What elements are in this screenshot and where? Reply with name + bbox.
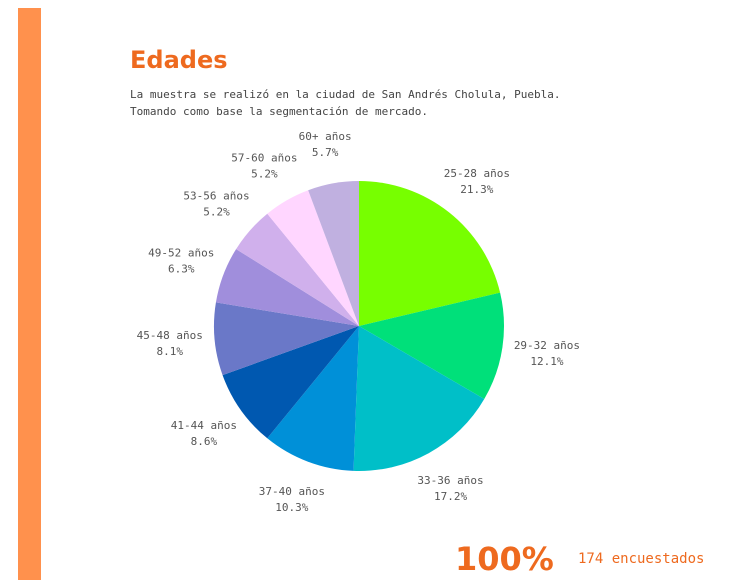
- slice-value: 21.3%: [460, 183, 493, 196]
- pie-slice: [222, 326, 359, 439]
- slice-value: 5.2%: [203, 206, 230, 219]
- slice-value: 6.3%: [168, 263, 195, 276]
- slice-value: 5.2%: [251, 168, 278, 181]
- pie-slice: [308, 181, 359, 326]
- footnote: 174 encuestados: [578, 551, 704, 567]
- pie-slice: [215, 249, 359, 326]
- slice-label: 37-40 años: [259, 485, 325, 498]
- slice-label: 41-44 años: [171, 419, 237, 432]
- pie-slice: [353, 326, 485, 471]
- subtitle: Tomando como base la segmentación de mer…: [130, 105, 428, 118]
- slice-label: 45-48 años: [137, 329, 203, 342]
- slice-value: 17.2%: [434, 490, 467, 503]
- slice-label: 29-32 años: [514, 339, 580, 352]
- pie-slice: [236, 213, 359, 326]
- pie-slice: [213, 302, 359, 376]
- slice-value: 5.7%: [312, 146, 339, 159]
- pie-slice: [267, 190, 359, 326]
- side-strip: [18, 8, 41, 580]
- slice-label: 33-36 años: [417, 474, 483, 487]
- slice-value: 12.1%: [530, 355, 563, 368]
- slice-value: 10.3%: [275, 501, 308, 514]
- pie-slice: [359, 292, 504, 400]
- subtitle: La muestra se realizó en la ciudad de Sa…: [130, 88, 560, 101]
- pie-slice: [267, 326, 359, 471]
- slice-value: 8.6%: [191, 435, 218, 448]
- pie-slice: [359, 181, 501, 326]
- slice-label: 25-28 años: [444, 167, 510, 180]
- slice-value: 8.1%: [157, 345, 184, 358]
- slice-label: 53-56 años: [183, 190, 249, 203]
- slice-label: 57-60 años: [231, 152, 297, 165]
- slice-label: 49-52 años: [148, 247, 214, 260]
- chart-title: Edades: [130, 46, 228, 74]
- total: 100%: [455, 540, 554, 578]
- slice-label: 60+ años: [299, 130, 352, 143]
